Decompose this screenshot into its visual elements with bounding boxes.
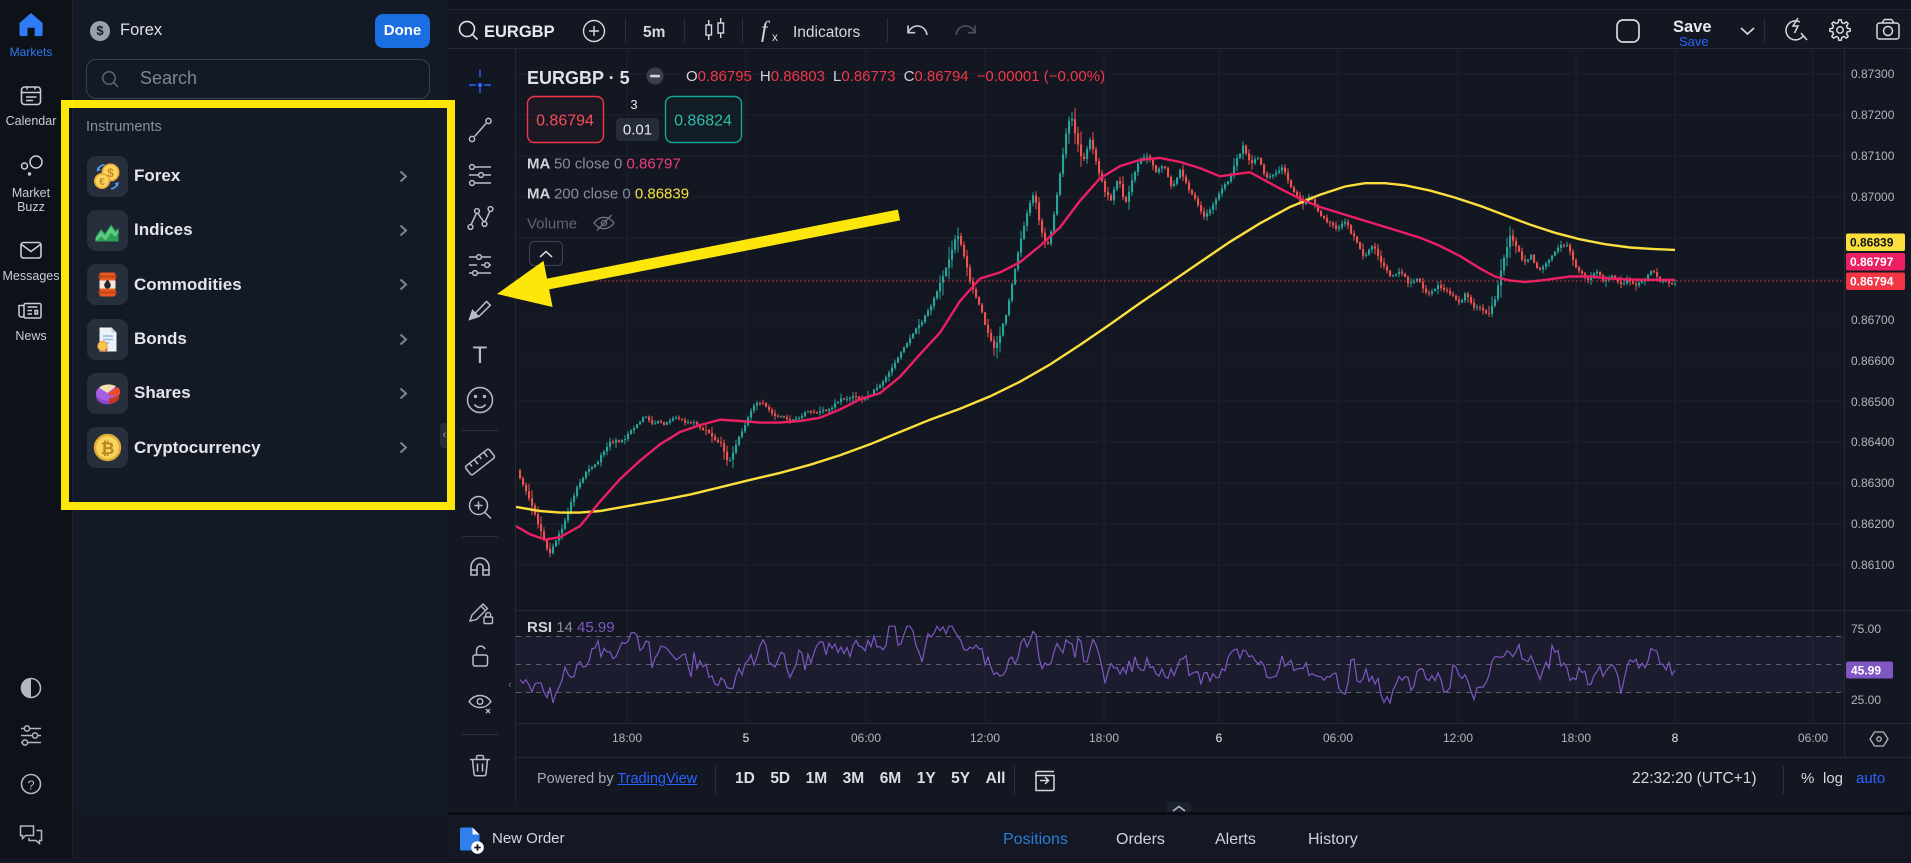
svg-text:MA 200 close 0 0.86839: MA 200 close 0 0.86839: [527, 186, 689, 203]
svg-text:€: €: [99, 176, 105, 188]
svg-text:75.00: 75.00: [1851, 622, 1881, 636]
svg-text:MA 50 close 0 0.86797: MA 50 close 0 0.86797: [527, 156, 681, 173]
svg-text:f: f: [761, 17, 771, 42]
svg-text:Indicators: Indicators: [793, 24, 860, 41]
svg-text:Markets: Markets: [10, 45, 53, 59]
svg-text:Calendar: Calendar: [6, 114, 57, 128]
svg-text:3: 3: [630, 97, 637, 112]
svg-text:0.86794: 0.86794: [1850, 275, 1894, 289]
svg-text:0.87100: 0.87100: [1851, 149, 1895, 163]
svg-text:0.86300: 0.86300: [1851, 476, 1895, 490]
svg-text:6: 6: [1216, 731, 1223, 745]
svg-text:5: 5: [743, 731, 750, 745]
svg-text:T: T: [473, 342, 488, 369]
svg-text:EURGBP · 5: EURGBP · 5: [527, 68, 630, 88]
svg-text:25.00: 25.00: [1851, 693, 1881, 707]
svg-text:0.87300: 0.87300: [1851, 67, 1895, 81]
svg-text:Market: Market: [12, 186, 51, 200]
svg-text:18:00: 18:00: [1561, 731, 1591, 745]
svg-text:45.99: 45.99: [1851, 664, 1881, 678]
svg-text:News: News: [15, 329, 46, 343]
svg-text:0.86200: 0.86200: [1851, 517, 1895, 531]
svg-text:18:00: 18:00: [612, 731, 642, 745]
svg-text:Buzz: Buzz: [17, 200, 45, 214]
svg-text:Save: Save: [1673, 18, 1712, 36]
svg-text:0.86100: 0.86100: [1851, 558, 1895, 572]
svg-text:0.86824: 0.86824: [674, 113, 732, 130]
svg-text:0.87000: 0.87000: [1851, 190, 1895, 204]
svg-text:0.86794: 0.86794: [536, 113, 594, 130]
svg-text:0.86400: 0.86400: [1851, 435, 1895, 449]
svg-text:Volume: Volume: [527, 216, 577, 233]
svg-text:x: x: [772, 30, 778, 44]
svg-text:5m: 5m: [643, 24, 665, 41]
svg-text:12:00: 12:00: [1443, 731, 1473, 745]
svg-text:0.86700: 0.86700: [1851, 313, 1895, 327]
svg-text:0.86797: 0.86797: [1850, 255, 1894, 269]
svg-text:8: 8: [1672, 731, 1679, 745]
svg-text:Messages: Messages: [3, 269, 60, 283]
svg-text:Save: Save: [1679, 34, 1709, 48]
svg-text:18:00: 18:00: [1089, 731, 1119, 745]
svg-text:‹: ‹: [508, 679, 512, 691]
svg-text:EURGBP: EURGBP: [484, 23, 555, 41]
svg-text:RSI 14 45.99: RSI 14 45.99: [527, 619, 615, 636]
svg-text:06:00: 06:00: [851, 731, 881, 745]
svg-text:₿: ₿: [101, 439, 115, 458]
svg-text:0.86600: 0.86600: [1851, 354, 1895, 368]
svg-text:12:00: 12:00: [970, 731, 1000, 745]
svg-text:06:00: 06:00: [1323, 731, 1353, 745]
svg-text:0.86839: 0.86839: [1850, 236, 1894, 250]
svg-text:0.01: 0.01: [623, 122, 652, 139]
svg-text:0.87200: 0.87200: [1851, 108, 1895, 122]
svg-text:06:00: 06:00: [1798, 731, 1828, 745]
svg-text:$: $: [107, 166, 114, 180]
svg-text:?: ?: [27, 778, 34, 793]
svg-text:0.86500: 0.86500: [1851, 395, 1895, 409]
